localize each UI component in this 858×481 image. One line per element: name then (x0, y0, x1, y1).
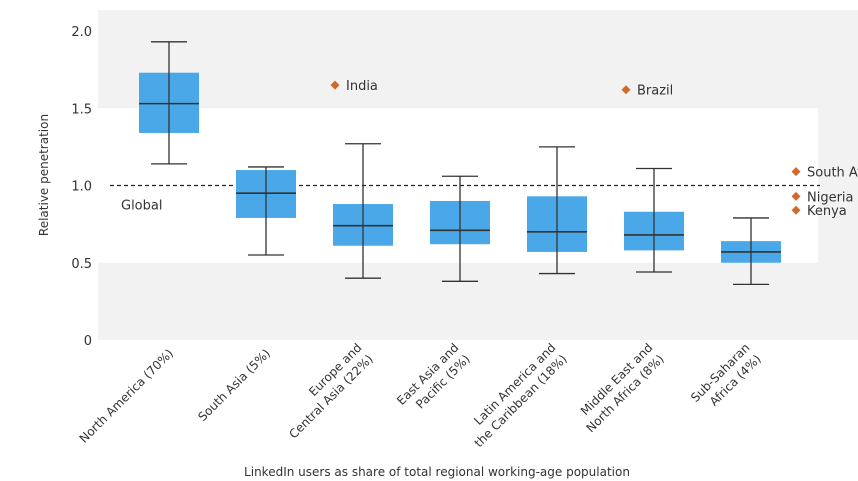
x-axis-title: LinkedIn users as share of total regiona… (244, 465, 630, 479)
x-tick-label: Latin America andthe Caribbean (18%) (460, 341, 570, 451)
x-tick-label: Middle East andNorth Africa (8%) (572, 341, 667, 436)
x-tick-label: East Asia andPacific (5%) (394, 341, 473, 420)
outlier-label: India (346, 79, 378, 94)
y-axis-title: Relative penetration (37, 114, 51, 236)
x-tick-label-line: South Asia (5%) (195, 346, 273, 424)
outlier-marker (791, 191, 801, 201)
outlier-marker (791, 205, 801, 215)
x-tick-label-line: the Caribbean (18%) (472, 352, 570, 450)
y-tick-label: 1.0 (71, 180, 92, 195)
global-label: Global (121, 199, 162, 214)
outlier-marker (621, 85, 631, 95)
outlier-marker (330, 80, 340, 90)
x-tick-label-line: North America (70%) (77, 346, 177, 446)
y-tick-label: 0 (84, 334, 92, 349)
x-tick-label: Sub-SaharanAfrica (4%) (688, 341, 764, 417)
outlier-marker (791, 167, 801, 177)
outlier-label: South Africa (807, 166, 858, 181)
x-tick-label: Europe andCentral Asia (22%) (275, 341, 376, 442)
y-tick-label: 0.5 (71, 257, 92, 272)
y-tick-label: 2.0 (71, 25, 92, 40)
outlier-label: Kenya (807, 204, 847, 219)
outlier-label: Brazil (637, 84, 673, 99)
x-tick-label: South Asia (5%) (195, 346, 273, 424)
y-tick-label: 1.5 (71, 102, 92, 117)
outlier-label: Nigeria (807, 190, 854, 205)
x-tick-label: North America (70%) (77, 346, 177, 446)
